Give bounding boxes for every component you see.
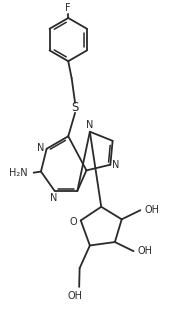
Text: N: N (112, 160, 120, 170)
Text: OH: OH (145, 205, 159, 215)
Text: N: N (86, 120, 94, 130)
Text: N: N (50, 193, 57, 203)
Text: OH: OH (138, 246, 153, 256)
Text: N: N (37, 143, 45, 153)
Text: OH: OH (68, 291, 83, 301)
Text: O: O (69, 217, 77, 227)
Text: F: F (66, 4, 71, 13)
Text: H₂N: H₂N (9, 168, 27, 178)
Text: S: S (71, 101, 79, 114)
